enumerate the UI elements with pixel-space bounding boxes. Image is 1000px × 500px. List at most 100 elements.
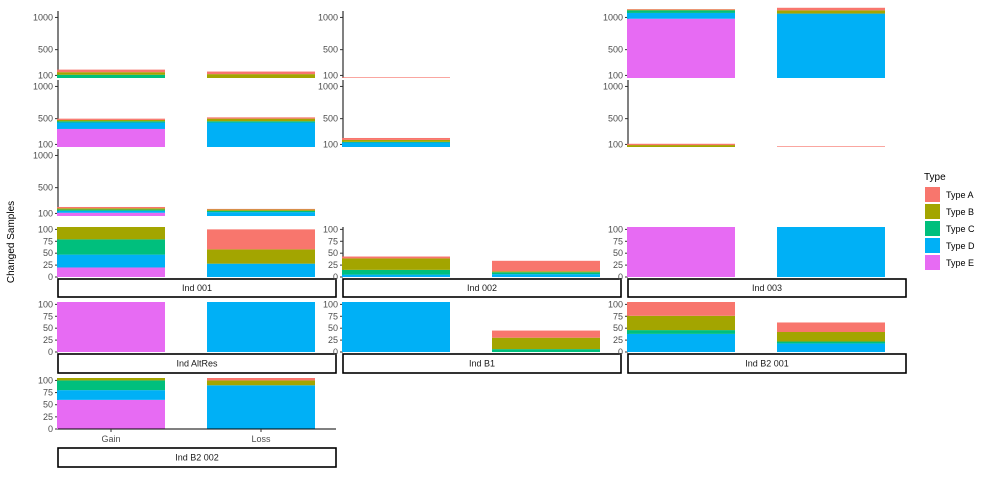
lower-r0-c2-strip xyxy=(627,278,907,298)
lower-r2-c0-y-tick-label-25: 25 xyxy=(43,412,53,422)
upper-r1-c0-bar-gain-type-d xyxy=(57,122,165,129)
upper-r1-c0-y-tick-label-500: 500 xyxy=(38,114,53,124)
lower-r0-c0-strip-label: Ind 001 xyxy=(182,283,212,293)
upper-r1-c2-bar-loss-type-a xyxy=(777,146,885,147)
upper-r0-c2-bar-gain-type-c xyxy=(627,10,735,13)
lower-r0-c0-bar-gain-type-b xyxy=(57,227,165,240)
upper-r1-c0-bar-loss-type-b xyxy=(207,118,315,122)
upper-r2-c0-bar-loss-type-c xyxy=(207,210,315,213)
lower-r1-c0-panel: 0 25 50 75 100 Ind AltRes xyxy=(38,299,337,374)
lower-r0-c0-strip xyxy=(57,278,337,298)
lower-r1-c1-bar-loss-type-a xyxy=(492,330,600,338)
lower-r1-c0-bar-gain-type-e xyxy=(57,302,165,352)
lower-r0-c1-strip xyxy=(342,278,622,298)
upper-r1-c2-bar-gain-type-a xyxy=(627,143,735,146)
lower-r1-c1-y-tick-label-50: 50 xyxy=(328,323,338,333)
lower-r1-c2-strip-label: Ind B2 001 xyxy=(745,359,789,369)
upper-r2-c0-bar-loss-type-b xyxy=(207,209,315,211)
lower-r0-c1-bar-loss-type-d xyxy=(492,274,600,277)
upper-r0-c2-bar-gain-type-e xyxy=(627,18,735,78)
lower-r2-c0-y-tick-label-50: 50 xyxy=(43,400,53,410)
lower-r0-c0-y-tick-label-25: 25 xyxy=(43,260,53,270)
upper-r1-c0-bar-loss-type-a xyxy=(207,117,315,119)
lower-r0-c1-y-tick-label-75: 75 xyxy=(328,236,338,246)
lower-r2-c0-bar-loss-type-a xyxy=(207,378,315,381)
panels-layer: 1005001000100500100010050010001005001000… xyxy=(33,7,907,468)
lower-r2-c0-panel: 0 25 50 75 100 Gain Loss Ind B2 002 xyxy=(38,375,337,468)
upper-r1-c1-y-tick-label-500: 500 xyxy=(323,114,338,124)
upper-r1-c0-panel: 100 500 1000 xyxy=(33,80,315,149)
y-axis-title: Changed Samples xyxy=(6,201,17,283)
lower-r2-c0-bar-gain-type-b xyxy=(57,378,165,381)
upper-r2-c0-bar-gain-type-e xyxy=(57,212,165,216)
lower-r1-c1-panel: 0 25 50 75 100 Ind B1 xyxy=(323,299,622,374)
upper-r0-c1-y-tick-label-100: 100 xyxy=(323,70,338,80)
legend-key-type-a xyxy=(925,187,940,202)
upper-r0-c2-bar-gain-type-b xyxy=(627,9,735,11)
lower-r0-c2-y-tick-label-50: 50 xyxy=(613,248,623,258)
lower-r0-c0-y-tick-label-75: 75 xyxy=(43,236,53,246)
upper-r1-c1-bar-gain-type-d xyxy=(342,142,450,147)
lower-r2-c0-strip-label: Ind B2 002 xyxy=(175,453,219,463)
legend-key-type-b xyxy=(925,204,940,219)
lower-r2-c0-strip xyxy=(57,447,337,468)
upper-r0-c0-bar-loss-type-b xyxy=(207,74,315,78)
lower-r0-c2-y-tick-label-100: 100 xyxy=(608,224,623,234)
upper-r2-c0-bar-gain-type-c xyxy=(57,209,165,211)
lower-r0-c2-y-tick-label-75: 75 xyxy=(613,236,623,246)
upper-r2-c0-y-tick-label-100: 100 xyxy=(38,208,53,218)
legend-key-type-c xyxy=(925,221,940,236)
lower-r1-c1-y-tick-label-25: 25 xyxy=(328,335,338,345)
lower-r0-c1-y-tick-label-100: 100 xyxy=(323,224,338,234)
lower-r0-c2-panel: 0 25 50 75 100 Ind 003 xyxy=(608,224,907,298)
upper-r2-c0-panel: 100 500 1000 xyxy=(33,149,315,218)
upper-r1-c1-panel: 100 500 1000 xyxy=(318,80,450,149)
lower-r1-c2-bar-gain-type-c xyxy=(627,330,735,334)
upper-r1-c2-y-tick-label-100: 100 xyxy=(608,139,623,149)
lower-r0-c1-bar-loss-type-a xyxy=(492,260,600,272)
lower-r1-c0-strip-label: Ind AltRes xyxy=(176,359,218,369)
lower-r1-c2-y-tick-label-100: 100 xyxy=(608,299,623,309)
upper-r2-c0-bar-gain-type-d xyxy=(57,210,165,213)
upper-r2-c0-bar-gain-type-b xyxy=(57,208,165,210)
upper-r1-c1-y-tick-label-100: 100 xyxy=(323,139,338,149)
upper-r1-c2-bar-gain-type-b xyxy=(627,145,735,147)
upper-r1-c0-bar-gain-type-c xyxy=(57,121,165,123)
lower-r1-c0-y-tick-label-50: 50 xyxy=(43,323,53,333)
upper-r1-c0-bar-loss-type-c xyxy=(207,121,315,123)
lower-r1-c0-y-tick-label-25: 25 xyxy=(43,335,53,345)
upper-r0-c1-panel: 100 500 1000 xyxy=(318,11,450,80)
lower-r0-c0-y-tick-label-50: 50 xyxy=(43,248,53,258)
lower-r1-c1-y-tick-label-0: 0 xyxy=(333,347,338,357)
lower-r1-c0-y-tick-label-100: 100 xyxy=(38,299,53,309)
lower-r0-c0-bar-gain-type-d xyxy=(57,254,165,268)
legend-title: Type xyxy=(924,172,946,183)
lower-r0-c1-strip-label: Ind 002 xyxy=(467,283,497,293)
lower-r1-c2-y-tick-label-75: 75 xyxy=(613,311,623,321)
lower-r0-c1-bar-gain-type-b xyxy=(342,258,450,270)
upper-r0-c0-y-tick-label-500: 500 xyxy=(38,45,53,55)
upper-r0-c1-bar-gain-type-a xyxy=(342,77,450,78)
legend-label-type-d: Type D xyxy=(946,241,975,251)
upper-r0-c0-bar-gain-type-c xyxy=(57,74,165,78)
upper-r1-c0-y-tick-label-100: 100 xyxy=(38,139,53,149)
upper-r0-c1-y-tick-label-1000: 1000 xyxy=(318,12,338,22)
lower-r1-c0-bar-loss-type-d xyxy=(207,302,315,352)
upper-r1-c1-y-tick-label-1000: 1000 xyxy=(318,81,338,91)
lower-r0-c1-bar-gain-type-a xyxy=(342,256,450,259)
lower-r2-c0-bar-gain-type-e xyxy=(57,399,165,429)
legend: Type Type A Type B Type C Type D Type E xyxy=(924,172,975,270)
upper-r1-c0-bar-loss-type-d xyxy=(207,122,315,147)
upper-r0-c1-y-tick-label-500: 500 xyxy=(323,45,338,55)
lower-r2-c0-x-tick-label-gain: Gain xyxy=(101,434,120,444)
upper-r0-c0-y-tick-label-100: 100 xyxy=(38,70,53,80)
lower-r0-c2-strip-label: Ind 003 xyxy=(752,283,782,293)
upper-r2-c0-y-tick-label-1000: 1000 xyxy=(33,150,53,160)
upper-r2-c0-bar-gain-type-a xyxy=(57,206,165,209)
upper-r0-c2-bar-loss-type-a xyxy=(777,7,885,11)
lower-r0-c0-bar-loss-type-d xyxy=(207,263,315,277)
lower-r1-c1-strip xyxy=(342,353,622,374)
legend-label-type-a: Type A xyxy=(946,190,974,200)
lower-r1-c2-panel: 0 25 50 75 100 Ind B2 001 xyxy=(608,299,907,374)
